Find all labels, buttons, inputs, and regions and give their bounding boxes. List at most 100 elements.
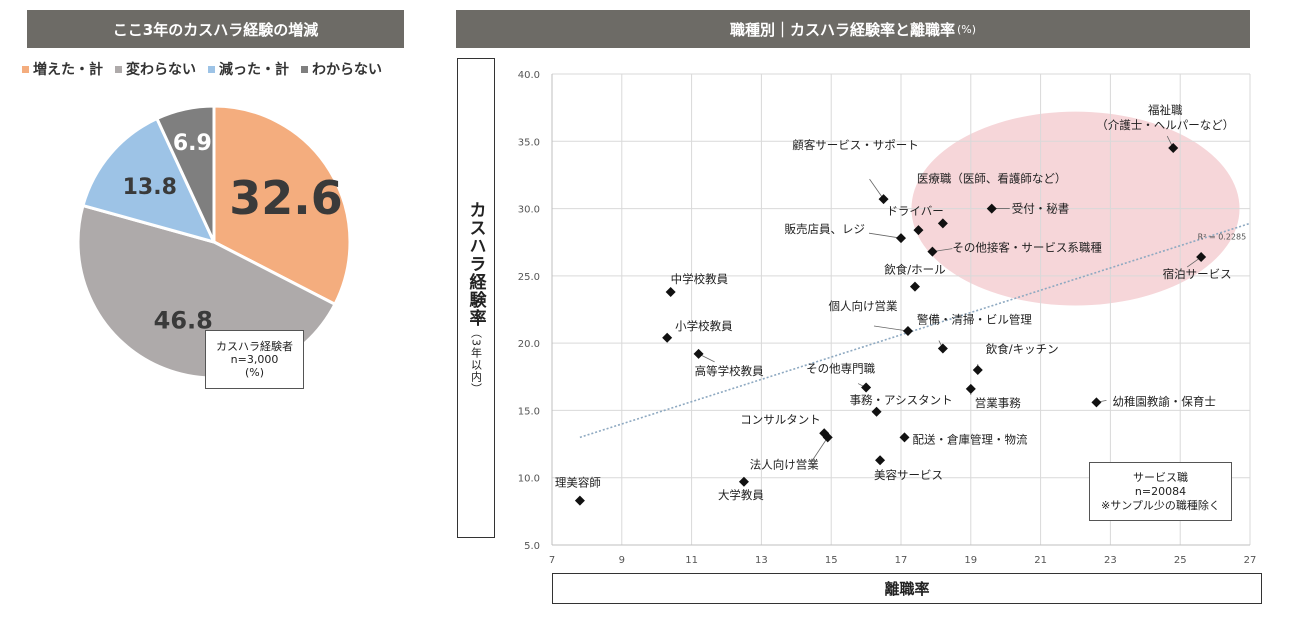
point-label-line: 大学教員	[718, 488, 764, 502]
data-point: 理美容師	[555, 476, 601, 506]
legend-item-decreased: 減った・計	[208, 59, 289, 79]
point-label: 飲食/ホール	[884, 263, 945, 277]
x-tick-label: 25	[1174, 555, 1187, 566]
point-marker	[1196, 252, 1207, 263]
pie-sample-note: カスハラ経験者 n=3,000 (%)	[205, 330, 304, 389]
slice-increased-label: 32.6	[229, 171, 343, 225]
y-tick-label: 5.0	[524, 541, 540, 552]
scatter-chart-title: 職種別｜カスハラ経験率と離職率	[729, 20, 955, 39]
x-tick-label: 21	[1034, 555, 1047, 566]
point-marker	[822, 432, 833, 443]
legend-label: 減った・計	[219, 62, 289, 78]
point-marker	[693, 348, 704, 359]
y-axis-label-main: カスハラ経験率	[465, 201, 486, 327]
data-point: 警備・清掃・ビル管理	[917, 313, 1032, 354]
legend-item-unknown: わからない	[301, 59, 382, 79]
scatter-note-line1: サービス職	[1133, 470, 1188, 484]
y-tick-label: 40.0	[518, 70, 540, 81]
point-marker	[878, 194, 889, 205]
point-label: 法人向け営業	[750, 457, 819, 471]
data-point: その他専門職	[806, 362, 876, 393]
data-point: 配送・倉庫管理・物流	[899, 432, 1028, 446]
pie-note-line2: n=3,000	[230, 353, 279, 366]
point-label-line: ドライバー	[886, 204, 943, 218]
pie-note-line1: カスハラ経験者	[216, 340, 293, 353]
y-tick-label: 35.0	[518, 137, 540, 148]
legend-item-increased: 増えた・計	[22, 59, 103, 79]
x-axis-label-box: 離職率	[552, 573, 1262, 604]
scatter-chart: 7 9 11 13 15 17 19 21 23 25 27 5.0 10.0 15.0 20.0 25.0 3…	[518, 70, 1257, 566]
point-marker	[738, 476, 749, 487]
scatter-sample-note: サービス職 n=20084 ※サンプル少の職種除く	[1089, 462, 1232, 521]
point-label-line: 美容サービス	[874, 468, 943, 482]
scatter-note-line2: n=20084	[1134, 484, 1187, 498]
pie-note-line3: (%)	[244, 366, 265, 379]
legend-swatch	[208, 65, 215, 73]
legend-swatch	[115, 65, 122, 73]
point-label-line: 福祉職	[1148, 103, 1183, 117]
data-point: 顧客サービス・サポート	[792, 138, 919, 205]
x-tick-label: 9	[619, 555, 625, 566]
data-point: 販売店員、レジ	[785, 222, 906, 244]
point-label-line: 医療職（医師、看護師など）	[917, 171, 1067, 185]
point-label-line: 受付・秘書	[1012, 202, 1070, 216]
point-label: 福祉職（介護士・ヘルパーなど）	[1096, 103, 1234, 132]
point-label-line: 宿泊サービス	[1163, 267, 1232, 281]
slice-unknown-label: 6.9	[173, 131, 212, 156]
legend-item-unchanged: 変わらない	[115, 59, 196, 79]
point-label-line: 高等学校教員	[695, 364, 764, 378]
point-label-line: 警備・清掃・ビル管理	[917, 313, 1032, 327]
legend-label: 増えた・計	[33, 62, 103, 78]
scatter-title-unit: (%)	[956, 22, 977, 36]
point-marker	[965, 383, 976, 394]
point-marker	[1168, 143, 1179, 154]
point-marker	[909, 281, 920, 292]
leader-line	[873, 325, 909, 332]
point-marker	[899, 432, 910, 443]
point-marker	[937, 343, 948, 354]
legend-swatch	[301, 65, 308, 73]
data-point: 福祉職（介護士・ヘルパーなど）	[1096, 103, 1234, 154]
point-label-line: 事務・アシスタント	[850, 393, 953, 407]
leader-line	[869, 178, 884, 200]
slice-decreased-label: 13.8	[123, 175, 177, 200]
point-marker	[972, 365, 983, 376]
pie-legend: 増えた・計 変わらない 減った・計 わからない	[22, 58, 422, 80]
x-tick-label: 23	[1104, 555, 1117, 566]
point-label: 理美容師	[555, 476, 601, 490]
point-marker	[871, 406, 882, 417]
pie-chart-title: ここ3年のカスハラ経験の増減	[112, 20, 319, 39]
y-tick-label: 15.0	[518, 406, 540, 417]
point-label-line: 理美容師	[555, 476, 601, 490]
y-tick-label: 10.0	[518, 474, 540, 485]
scatter-note-line3: ※サンプル少の職種除く	[1101, 498, 1220, 512]
pie-chart-banner: ここ3年のカスハラ経験の増減	[27, 10, 404, 48]
x-tick-label: 13	[755, 555, 768, 566]
leader-line	[868, 232, 902, 239]
point-label: 事務・アシスタント	[850, 393, 953, 407]
slice-increased	[212, 104, 352, 307]
point-label: 飲食/キッチン	[986, 342, 1059, 356]
point-label: コンサルタント	[740, 412, 821, 426]
data-point: 中学校教員	[665, 272, 729, 298]
x-axis-label: 離職率	[884, 580, 930, 598]
point-label-line: 販売店員、レジ	[785, 222, 866, 236]
slice-decreased	[81, 116, 217, 245]
point-label: 医療職（医師、看護師など）	[917, 171, 1067, 185]
x-tick-label: 17	[895, 555, 908, 566]
point-label-line: その他専門職	[806, 362, 875, 376]
point-label: 大学教員	[718, 488, 764, 502]
data-point: 小学校教員	[662, 319, 733, 343]
point-label: 宿泊サービス	[1163, 267, 1232, 281]
point-marker	[937, 218, 948, 229]
slice-unchanged-label: 46.8	[154, 307, 213, 335]
data-point: 飲食/キッチン	[972, 342, 1059, 376]
data-point: 受付・秘書	[986, 202, 1070, 216]
data-point: 営業事務	[965, 383, 1021, 410]
point-marker	[665, 287, 676, 298]
data-point: 個人向け営業	[828, 299, 913, 337]
point-label-line: 個人向け営業	[828, 299, 897, 313]
data-point: 高等学校教員	[693, 348, 764, 378]
x-tick-label: 11	[685, 555, 698, 566]
point-label: 中学校教員	[671, 272, 729, 286]
